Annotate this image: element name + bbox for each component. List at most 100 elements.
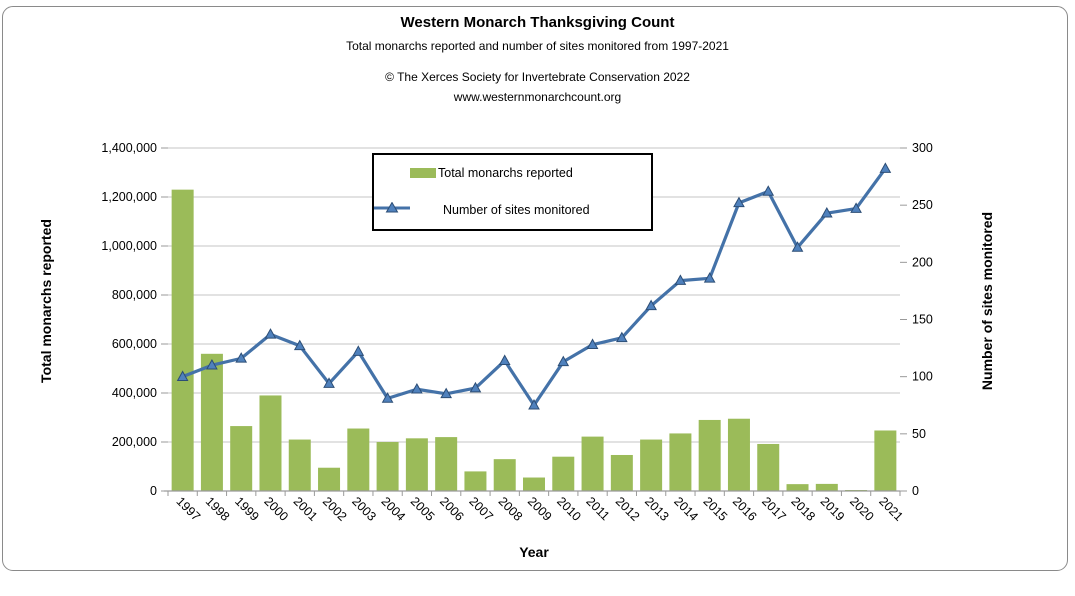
line-marker-2016: [733, 196, 745, 208]
bar-1998: [200, 353, 223, 491]
x-tick-label: 2019: [818, 494, 848, 524]
bar-2014: [669, 433, 692, 491]
bar-1997: [171, 189, 194, 491]
x-tick-label: 2017: [759, 494, 789, 524]
bar-2005: [405, 438, 428, 491]
bar-2013: [640, 439, 663, 491]
bar-2006: [435, 437, 458, 491]
bar-2018: [786, 484, 809, 491]
bar-2009: [523, 477, 545, 491]
bar-2021: [874, 430, 897, 491]
x-tick-label: 2007: [466, 494, 496, 524]
line-marker-2014: [674, 274, 687, 285]
bar-swatch-icon: [410, 168, 436, 178]
bar-2004: [376, 442, 399, 491]
x-tick-label: 2004: [378, 494, 408, 524]
bar-2011: [581, 436, 604, 491]
x-tick-label: 1997: [174, 494, 204, 524]
line-marker-2001: [293, 339, 306, 351]
line-marker-2012: [615, 331, 628, 343]
x-tick-label: 2011: [583, 494, 612, 523]
x-tick-label: 2009: [525, 494, 555, 524]
legend-label-sites: Number of sites monitored: [443, 203, 590, 217]
bar-2001: [288, 439, 311, 491]
website-url: www.westernmonarchcount.org: [453, 90, 622, 104]
line-marker-2017: [762, 185, 775, 196]
chart-title: Western Monarch Thanksgiving Count: [400, 14, 675, 31]
line-marker-2010: [557, 355, 570, 367]
y-left-tick-label: 1,000,000: [101, 239, 157, 253]
line-triangle-swatch-icon: [374, 202, 441, 216]
y-right-tick-label: 200: [912, 255, 933, 269]
bar-2015: [698, 419, 721, 491]
x-tick-label: 2021: [876, 494, 906, 524]
x-tick-label: 2005: [408, 494, 438, 524]
x-tick-label: 2015: [701, 494, 731, 524]
line-marker-1998: [206, 359, 218, 370]
chart-subtitle: Total monarchs reported and number of si…: [346, 39, 729, 53]
y-left-tick-label: 800,000: [112, 288, 157, 302]
y-right-tick-label: 0: [912, 484, 919, 498]
y-right-tick-label: 50: [912, 427, 926, 441]
bar-2010: [552, 456, 575, 491]
line-marker-2011: [586, 338, 599, 349]
x-tick-label: 2000: [261, 494, 291, 524]
x-tick-label: 2018: [788, 494, 818, 524]
x-tick-label: 2020: [847, 494, 877, 524]
line-marker-2007: [469, 381, 482, 393]
x-axis-title: Year: [519, 544, 549, 560]
line-marker-2008: [498, 354, 511, 365]
x-tick-label: 2003: [349, 494, 379, 524]
x-tick-label: 2006: [437, 494, 467, 524]
y-right-tick-label: 300: [912, 141, 933, 155]
y-left-tick-label: 600,000: [112, 337, 157, 351]
line-marker-2013: [645, 299, 657, 311]
bar-2002: [318, 467, 341, 491]
y-right-tick-label: 150: [912, 313, 933, 327]
bar-2016: [727, 418, 750, 491]
y-right-tick-label: 100: [912, 370, 933, 384]
legend-item-monarchs: Total monarchs reported: [374, 165, 573, 181]
legend-box: Total monarchs reported Number of sites …: [372, 153, 653, 231]
x-tick-label: 2002: [320, 494, 350, 524]
line-marker-2015: [703, 272, 716, 283]
bar-2003: [347, 428, 370, 491]
x-tick-label: 2010: [554, 494, 584, 524]
bar-2017: [757, 443, 780, 491]
legend-item-sites: Number of sites monitored: [374, 202, 590, 218]
line-marker-2018: [791, 241, 804, 252]
line-marker-2009: [528, 399, 540, 410]
line-marker-2004: [381, 392, 394, 403]
line-marker-2000: [264, 328, 277, 339]
x-tick-label: 2016: [730, 494, 760, 524]
line-marker-1997: [176, 370, 189, 381]
bar-2008: [493, 459, 516, 491]
copyright-text: © The Xerces Society for Invertebrate Co…: [385, 70, 690, 84]
bar-2000: [259, 395, 282, 491]
line-marker-1999: [235, 352, 248, 363]
line-marker-2021: [879, 162, 892, 173]
x-tick-label: 1998: [203, 494, 233, 524]
x-tick-label: 2013: [642, 494, 672, 524]
line-marker-2006: [440, 387, 453, 399]
bar-1999: [230, 426, 253, 491]
y-right-tick-label: 250: [912, 198, 933, 212]
y-left-tick-label: 1,200,000: [101, 190, 157, 204]
bar-2012: [610, 454, 633, 491]
legend-label-monarchs: Total monarchs reported: [438, 166, 573, 180]
x-tick-label: 2012: [613, 494, 643, 524]
bar-2007: [464, 471, 487, 491]
x-tick-label: 2001: [291, 494, 321, 524]
x-tick-label: 1999: [232, 494, 262, 524]
line-marker-2020: [850, 202, 862, 213]
x-tick-label: 2014: [671, 494, 701, 524]
y-left-tick-label: 200,000: [112, 435, 157, 449]
line-marker-2002: [323, 377, 335, 388]
bar-2019: [815, 483, 838, 491]
y-left-tick-label: 1,400,000: [101, 141, 157, 155]
line-marker-2003: [352, 345, 365, 356]
line-marker-2005: [411, 383, 423, 394]
line-marker-2019: [820, 206, 833, 218]
